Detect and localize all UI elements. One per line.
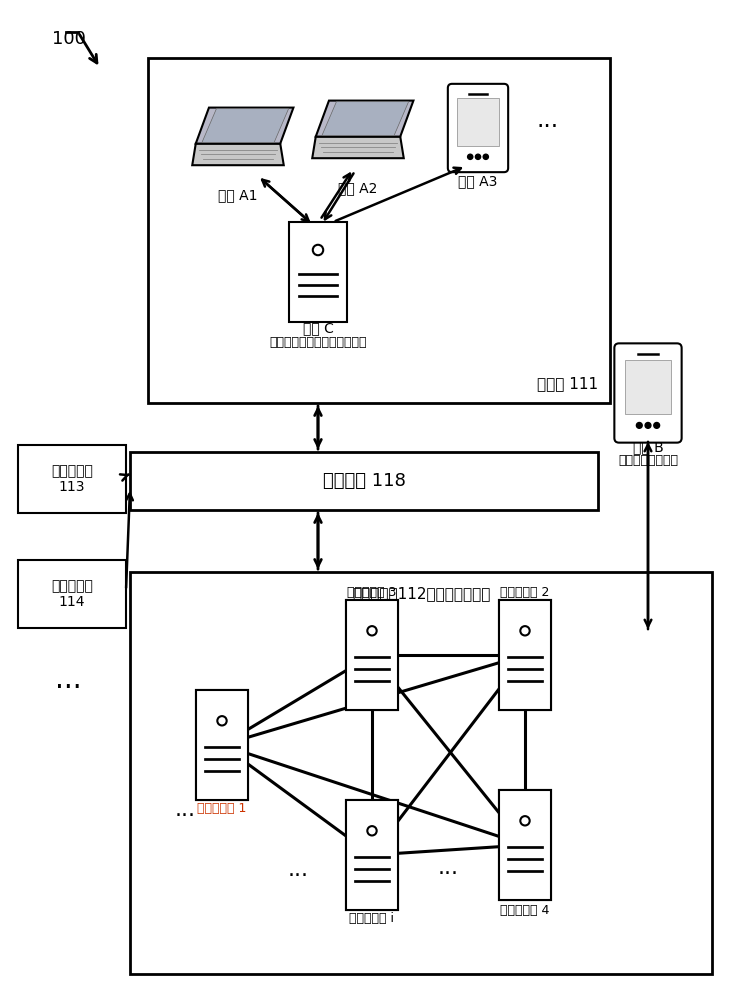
Text: （例如，用户端系统服务器）: （例如，用户端系统服务器） <box>269 336 367 349</box>
Bar <box>346 800 398 910</box>
Text: ...: ... <box>174 800 196 820</box>
Bar <box>130 452 598 510</box>
Bar <box>499 600 551 710</box>
Text: 客户端 111: 客户端 111 <box>537 376 598 391</box>
Text: ...: ... <box>437 858 458 878</box>
Bar <box>346 800 398 910</box>
Text: 区块链节点 3: 区块链节点 3 <box>347 585 397 598</box>
Bar <box>196 690 248 800</box>
Bar <box>499 790 551 900</box>
Polygon shape <box>196 108 293 144</box>
Polygon shape <box>322 102 409 136</box>
Text: 区块链节点 2: 区块链节点 2 <box>500 585 550 598</box>
Bar <box>18 560 126 628</box>
Circle shape <box>636 422 642 428</box>
Text: ...: ... <box>537 108 559 132</box>
Bar <box>148 58 610 403</box>
Text: 节点 C: 节点 C <box>302 321 333 335</box>
Bar <box>196 690 248 800</box>
Polygon shape <box>316 101 413 137</box>
Bar <box>346 600 398 710</box>
Bar <box>130 572 712 974</box>
Circle shape <box>483 154 488 159</box>
Text: 节点 A1: 节点 A1 <box>218 188 258 202</box>
Bar <box>18 445 126 513</box>
Text: 区块链节点 i: 区块链节点 i <box>350 912 395 924</box>
FancyBboxPatch shape <box>614 343 681 443</box>
Bar <box>499 600 551 710</box>
Text: 区块链节点 4: 区块链节点 4 <box>500 904 550 916</box>
Text: 服务器端 118: 服务器端 118 <box>322 472 406 490</box>
Bar <box>499 790 551 900</box>
Bar <box>457 98 499 146</box>
Polygon shape <box>192 144 284 165</box>
Text: 100: 100 <box>52 30 86 48</box>
Polygon shape <box>313 137 403 158</box>
Bar <box>289 222 347 322</box>
Text: ...: ... <box>55 666 81 694</box>
Text: 节点 A3: 节点 A3 <box>458 174 497 188</box>
Bar <box>624 360 671 414</box>
Text: ...: ... <box>287 860 308 880</box>
Text: 区块链系统112中的区块链节点: 区块链系统112中的区块链节点 <box>352 586 490 601</box>
Text: 节点 A2: 节点 A2 <box>338 181 378 195</box>
Bar <box>346 600 398 710</box>
Text: 节点 B: 节点 B <box>633 440 664 454</box>
Circle shape <box>654 422 660 428</box>
Circle shape <box>645 422 651 428</box>
Text: 区块链系统
114: 区块链系统 114 <box>51 579 93 609</box>
Text: 区块链系统
113: 区块链系统 113 <box>51 464 93 494</box>
Polygon shape <box>202 109 289 143</box>
Circle shape <box>468 154 473 159</box>
Text: 区块链节点 1: 区块链节点 1 <box>197 802 247 814</box>
FancyBboxPatch shape <box>448 84 508 172</box>
Text: （例如，轻节点）: （例如，轻节点） <box>618 454 678 468</box>
Circle shape <box>475 154 480 159</box>
